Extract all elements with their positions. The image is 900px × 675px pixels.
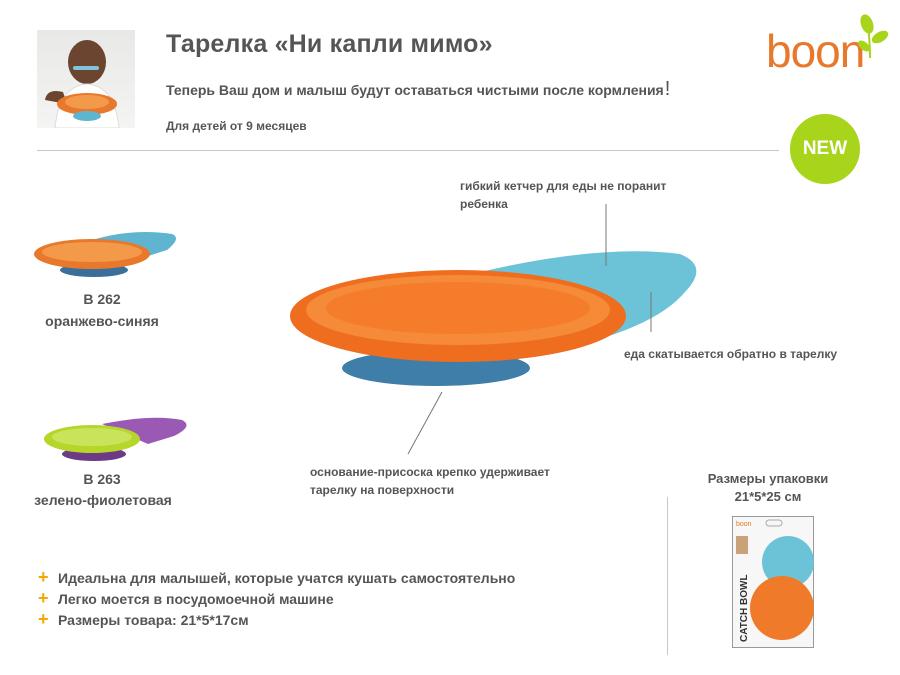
plus-icon: +	[38, 567, 49, 587]
plus-icon: +	[38, 609, 49, 629]
feature-list: + Идеальна для малышей, которые учатся ку…	[38, 567, 515, 630]
callout-rollback: еда скатывается обратно в тарелку	[624, 347, 838, 361]
subtitle-mark: !	[664, 78, 671, 100]
feature-item: + Легко моется в посудомоечной машине	[38, 588, 515, 609]
variant-color-name: оранжево-синяя	[45, 313, 159, 329]
age-note: Для детей от 9 месяцев	[166, 119, 307, 133]
page-subtitle: Теперь Ваш дом и малыш будут оставаться …	[166, 78, 670, 101]
logo-text: boon	[766, 25, 864, 72]
feature-item: + Размеры товара: 21*5*17см	[38, 609, 515, 630]
variant-color-name: зелено-фиолетовая	[34, 492, 172, 508]
variant-code: B 263	[83, 471, 121, 487]
new-badge: NEW	[790, 114, 860, 184]
feature-text: Идеальна для малышей, которые учатся куш…	[58, 569, 516, 586]
svg-text:boon: boon	[736, 521, 752, 528]
baby-photo	[37, 30, 135, 128]
feature-text: Легко моется в посудомоечной машине	[58, 590, 334, 607]
plus-icon: +	[38, 588, 49, 608]
callout-catcher: гибкий кетчер для еды не поранит ребенка	[460, 179, 667, 211]
package-title: Размеры упаковки	[707, 471, 829, 486]
boon-logo: boon	[766, 12, 896, 77]
package-dims: 21*5*25 см	[734, 489, 802, 504]
main-plate-image	[290, 244, 710, 399]
plate-green-purple-thumb	[42, 412, 192, 469]
package-image: boon CATCH BOWL	[732, 516, 814, 653]
callout-suction: основание-присоска крепко удерживает тар…	[310, 465, 550, 497]
variant-code: B 262	[83, 291, 121, 307]
plate-orange-blue-thumb	[32, 228, 182, 285]
package-dimensions: Размеры упаковки 21*5*25 см	[690, 470, 846, 506]
feature-item: + Идеальна для малышей, которые учатся ку…	[38, 567, 515, 588]
callout-lines	[400, 200, 660, 465]
package-box-text: CATCH BOWL	[739, 574, 750, 642]
package-divider	[667, 497, 668, 655]
feature-text: Размеры товара: 21*5*17см	[58, 611, 249, 628]
subtitle-text: Теперь Ваш дом и малыш будут оставаться …	[166, 82, 664, 98]
page-title: Тарелка «Ни капли мимо»	[166, 30, 493, 58]
header-divider	[37, 150, 779, 151]
